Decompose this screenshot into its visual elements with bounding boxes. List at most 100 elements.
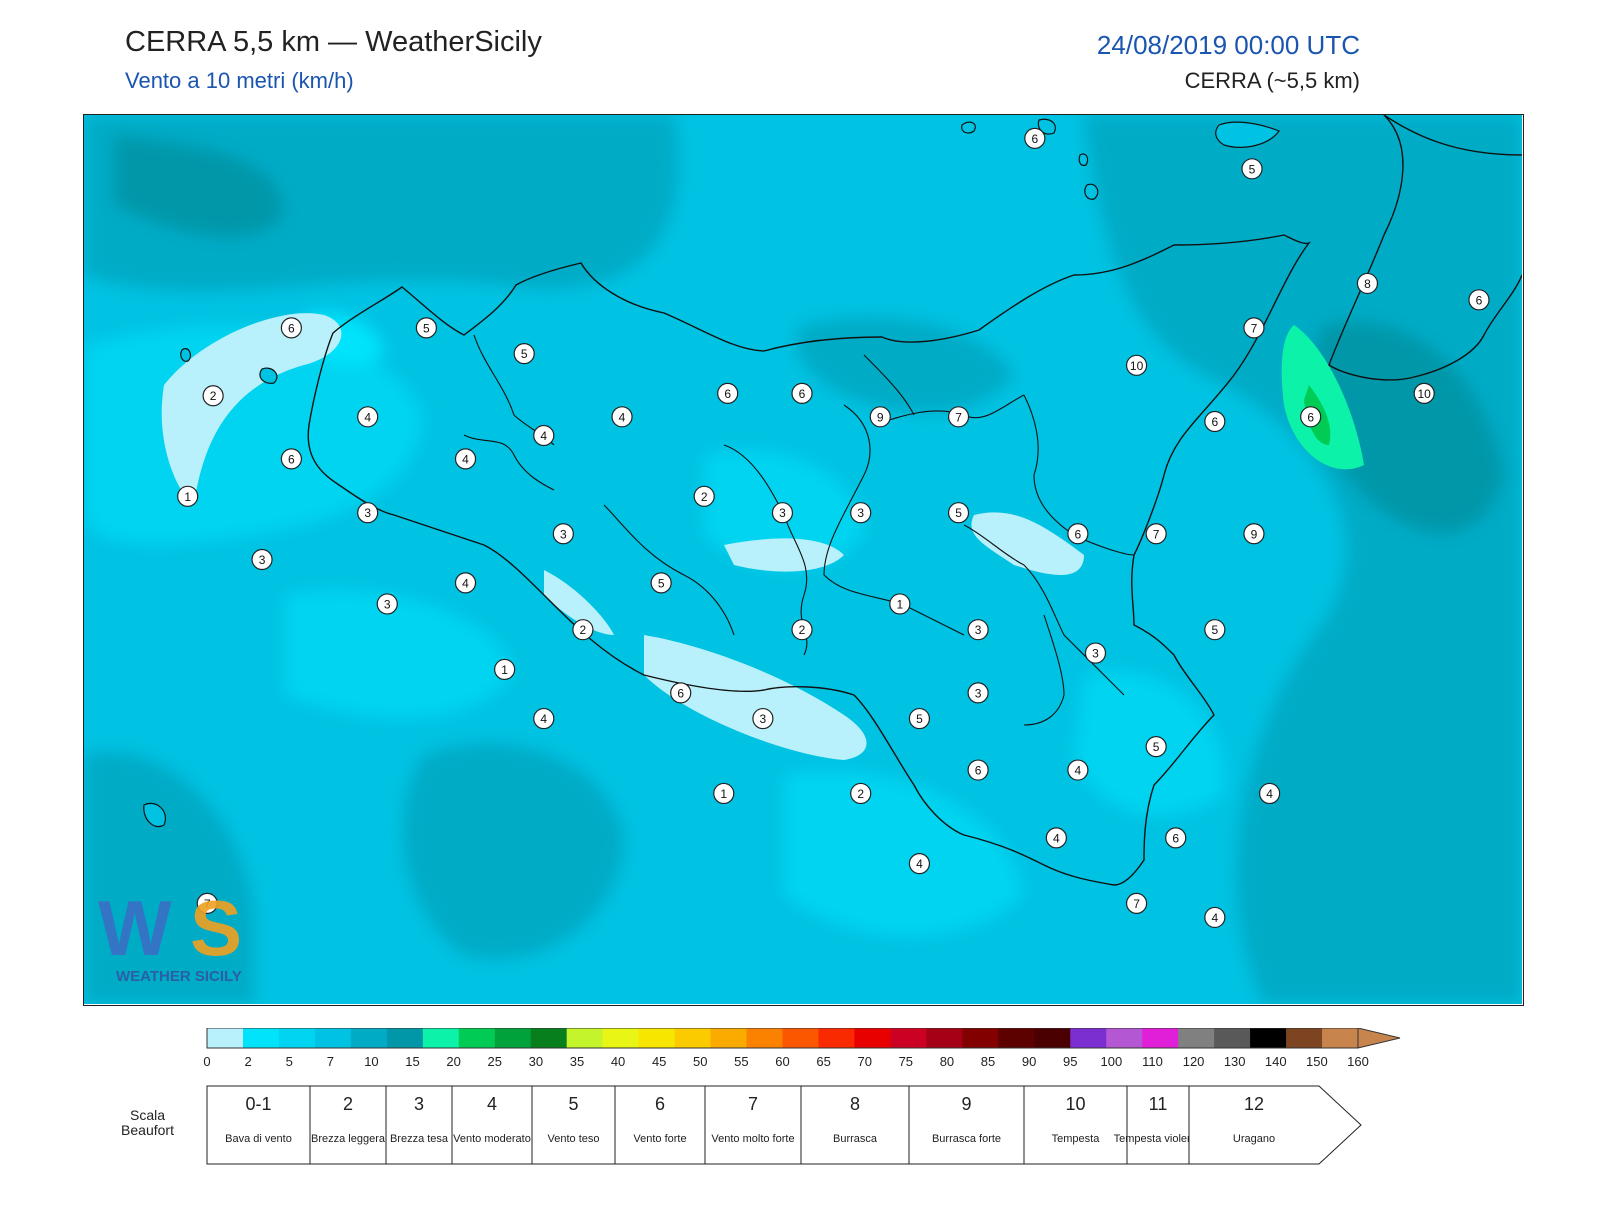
station-marker: 6 [280, 317, 302, 339]
station-circle [1084, 642, 1107, 664]
colorbar-tick-label: 140 [1265, 1054, 1287, 1069]
beaufort-description: Brezza leggera [311, 1133, 386, 1145]
colorbar-tick-label: 10 [364, 1054, 378, 1069]
station-marker: 4 [357, 406, 379, 428]
station-marker: 6 [791, 382, 813, 404]
beaufort-cell: 8 Burrasca [800, 1085, 910, 1165]
colorbar-tick-label: 95 [1063, 1054, 1077, 1069]
calm-zones [161, 313, 1084, 760]
station-marker: 9 [1243, 523, 1265, 545]
station-marker: 7 [1125, 892, 1148, 915]
station-value: 3 [760, 712, 767, 726]
station-marker: 3 [967, 682, 989, 704]
station-value: 6 [1211, 415, 1218, 429]
beaufort-cell: 10 Tempesta [1023, 1085, 1128, 1165]
beaufort-number: 5 [568, 1094, 578, 1114]
colorbar-swatch [278, 1028, 316, 1048]
colorbar-swatch [602, 1028, 640, 1048]
station-value: 6 [288, 321, 295, 335]
station-circle [1024, 127, 1046, 149]
station-marker: 4 [454, 448, 477, 470]
station-value: 6 [724, 387, 731, 401]
colorbar-swatch [638, 1028, 676, 1048]
beaufort-cell: 2 Brezza leggera [309, 1085, 387, 1165]
model-name: CERRA (~5,5 km) [1184, 68, 1360, 93]
station-value: 4 [1053, 831, 1060, 845]
station-marker: 6 [1165, 827, 1187, 849]
colorbar-swatch [854, 1028, 891, 1048]
station-marker: 3 [552, 523, 574, 545]
station-circle [1145, 736, 1167, 758]
station-marker: 1 [494, 658, 516, 681]
colorbar-swatch [782, 1028, 819, 1048]
station-marker: 6 [1067, 523, 1089, 545]
station-circle [650, 572, 672, 594]
beaufort-number: 3 [414, 1094, 424, 1114]
beaufort-description: Tempesta violenta [1114, 1133, 1204, 1145]
station-circle [1204, 619, 1226, 641]
colorbar-tick-label: 25 [488, 1054, 502, 1069]
station-value: 1 [184, 490, 191, 504]
wind-map[interactable]: 6 5 8 6 7 10 10 6 5 5 6 6 9 7 6 6 2 4 4 4 6 4 2 3 3 5 1 3 3 6 7 9 3 4 5 3 1 2… [83, 114, 1524, 1006]
station-circle [1243, 523, 1265, 545]
colorbar-tick-label: 150 [1306, 1054, 1328, 1069]
station-marker: 1 [889, 593, 911, 615]
colorbar-swatch [1322, 1028, 1359, 1048]
station-value: 2 [210, 389, 217, 403]
station-marker: 4 [454, 572, 477, 594]
station-marker: 3 [251, 548, 273, 571]
station-value: 5 [955, 506, 962, 520]
station-value: 8 [1364, 277, 1371, 291]
station-value: 2 [799, 623, 806, 637]
station-value: 6 [288, 452, 295, 466]
beaufort-description: Bava di vento [225, 1133, 292, 1145]
coastline [307, 114, 1523, 886]
valid-datetime: 24/08/2019 00:00 UTC [1096, 30, 1360, 60]
beaufort-description: Burrasca [833, 1133, 878, 1145]
islands [143, 118, 1280, 828]
station-circle [513, 343, 535, 365]
station-value: 4 [462, 576, 469, 590]
beaufort-number: 6 [655, 1094, 665, 1114]
beaufort-description: Tempesta [1052, 1133, 1101, 1145]
station-circle [357, 502, 379, 524]
station-marker: 1 [177, 485, 199, 507]
station-value: 5 [521, 347, 528, 361]
station-marker: 5 [1241, 158, 1263, 180]
station-marker: 7 [1243, 317, 1265, 339]
station-circle [889, 593, 911, 615]
station-circle [752, 707, 774, 730]
station-value: 5 [423, 321, 430, 335]
station-value: 4 [462, 452, 469, 466]
station-value: 3 [779, 506, 786, 520]
station-value: 4 [1211, 911, 1218, 925]
colorbar-tick-label: 75 [899, 1054, 913, 1069]
beaufort-description: Vento molto forte [711, 1133, 794, 1145]
station-value: 6 [799, 387, 806, 401]
station-marker: 5 [415, 317, 437, 339]
station-circle [1204, 410, 1226, 433]
beaufort-box [1126, 1085, 1190, 1165]
station-marker: 4 [1067, 759, 1089, 781]
station-marker: 10 [1125, 354, 1148, 376]
station-circle [280, 448, 302, 470]
station-circle [196, 892, 218, 915]
station-marker: 5 [908, 707, 931, 730]
colorbar-swatch [458, 1028, 496, 1048]
station-circle [693, 485, 715, 507]
station-marker: 3 [850, 502, 872, 524]
station-circle [1243, 317, 1265, 339]
beaufort-description: Uragano [1233, 1133, 1275, 1145]
wind-map-canvas: 6 5 8 6 7 10 10 6 5 5 6 6 9 7 6 6 2 4 4 4 6 4 2 3 3 5 1 3 3 6 7 9 3 4 5 3 1 2… [84, 114, 1523, 1004]
station-value: 3 [364, 506, 371, 520]
station-value: 7 [204, 897, 211, 911]
station-value: 9 [1251, 527, 1258, 541]
station-value: 1 [897, 597, 904, 611]
station-circle [376, 593, 398, 615]
beaufort-cell: 6 Vento forte [614, 1085, 706, 1165]
colorbar-swatch [1178, 1028, 1215, 1048]
station-marker: 3 [771, 502, 794, 524]
colorbar-swatch [350, 1028, 388, 1048]
colorbar-tick-label: 100 [1101, 1054, 1123, 1069]
station-circle [357, 406, 379, 428]
